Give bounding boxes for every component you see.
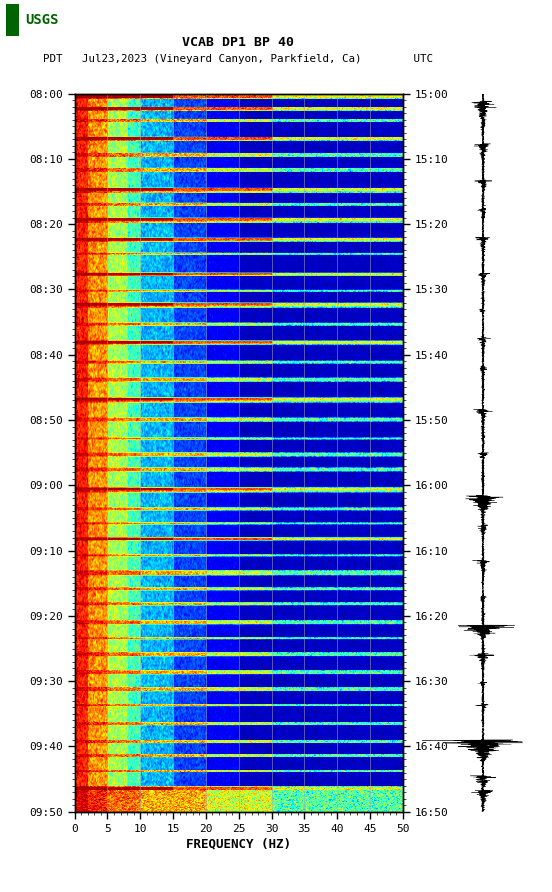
X-axis label: FREQUENCY (HZ): FREQUENCY (HZ) xyxy=(186,838,291,851)
Text: USGS: USGS xyxy=(25,13,59,27)
Text: VCAB DP1 BP 40: VCAB DP1 BP 40 xyxy=(183,36,294,49)
Text: PDT   Jul23,2023 (Vineyard Canyon, Parkfield, Ca)        UTC: PDT Jul23,2023 (Vineyard Canyon, Parkfie… xyxy=(44,54,433,63)
FancyArrow shape xyxy=(6,4,19,36)
